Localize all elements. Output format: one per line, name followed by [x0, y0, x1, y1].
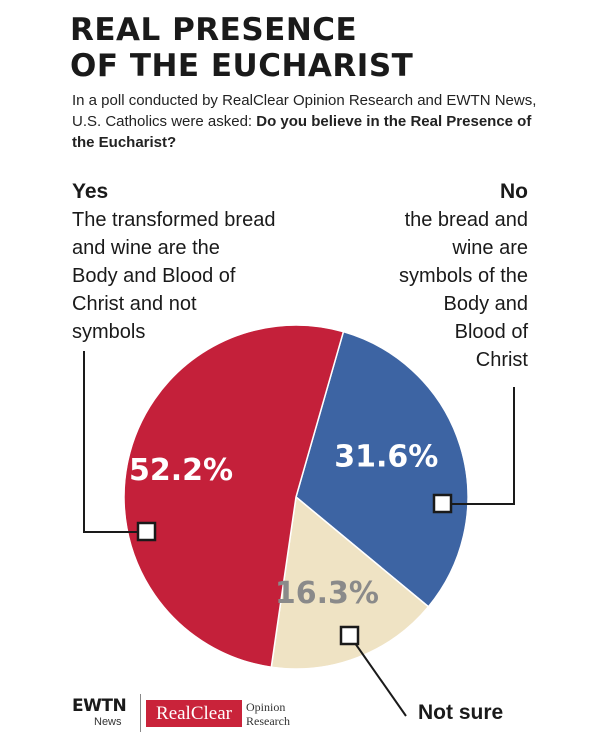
- no-desc-line: Christ: [475, 349, 528, 371]
- title-line-1: REAL PRESENCE: [70, 12, 358, 48]
- yes-desc-line: Body and Blood of: [72, 265, 236, 287]
- realclear-sub-line: Research: [246, 714, 290, 728]
- yes-annotation: Yes The transformed bread and wine are t…: [72, 178, 275, 346]
- no-desc-line: the bread and: [404, 209, 528, 231]
- no-description: the bread and wine are symbols of the Bo…: [399, 206, 528, 374]
- yes-marker: [136, 521, 157, 542]
- no-desc-line: symbols of the: [399, 265, 528, 287]
- no-callout-line: [443, 387, 515, 505]
- poll-intro: In a poll conducted by RealClear Opinion…: [72, 90, 542, 153]
- ewtn-logo: EWTN: [72, 696, 127, 716]
- yes-desc-line: symbols: [72, 321, 146, 343]
- no-desc-line: Body and: [443, 293, 528, 315]
- slice-label-yes: 52.2%: [129, 453, 233, 488]
- poll-question: Do you believe in the Real Presence of t…: [72, 113, 532, 151]
- slice-label-not-sure: 16.3%: [275, 576, 379, 611]
- no-annotation: No the bread and wine are symbols of the…: [399, 178, 528, 374]
- yes-desc-line: and wine are the: [72, 237, 220, 259]
- no-desc-line: Blood of: [454, 321, 528, 343]
- pie-outline: [123, 324, 469, 670]
- no-label: No: [500, 180, 528, 203]
- slice-label-no: 31.6%: [334, 439, 438, 474]
- no-desc-line: wine are: [452, 237, 528, 259]
- realclear-logo: RealClear: [146, 700, 242, 727]
- realclear-sub-line: Opinion: [246, 700, 286, 714]
- yes-desc-line: Christ and not: [72, 293, 197, 315]
- not-sure-marker: [339, 625, 360, 646]
- not-sure-callout-line: [349, 635, 407, 717]
- not-sure-label: Not sure: [418, 701, 504, 724]
- realclear-subtitle: Opinion Research: [246, 700, 290, 728]
- yes-desc-line: The transformed bread: [72, 209, 276, 231]
- yes-label: Yes: [72, 180, 109, 203]
- yes-callout-line: [83, 351, 146, 533]
- no-marker: [432, 493, 453, 514]
- yes-description: The transformed bread and wine are the B…: [72, 206, 275, 346]
- poll-intro-text: In a poll conducted by RealClear Opinion…: [72, 92, 537, 130]
- chart-title: REAL PRESENCE OF THE EUCHARIST: [70, 12, 413, 84]
- title-line-2: OF THE EUCHARIST: [70, 48, 414, 84]
- ewtn-news-text: News: [94, 716, 122, 728]
- logo-divider: [140, 694, 141, 732]
